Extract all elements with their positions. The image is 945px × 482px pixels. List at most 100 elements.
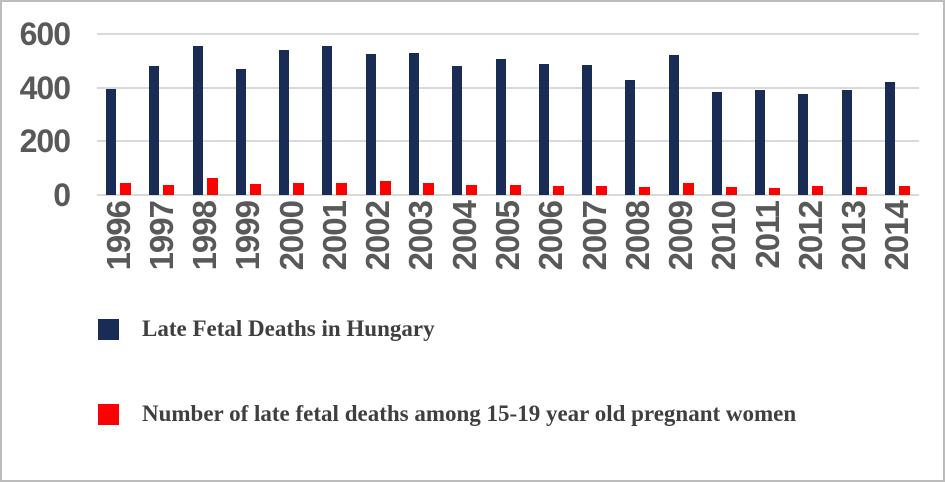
plot-area: [97, 33, 919, 196]
legend-label-late-fetal-deaths: Late Fetal Deaths in Hungary: [142, 316, 435, 341]
bar-teen-1998: [206, 178, 218, 195]
x-axis-label-2001: 2001: [315, 201, 353, 271]
bar-group-2000: [270, 34, 313, 195]
y-axis-tick-0: 0: [53, 177, 71, 213]
bar-teen-2009: [682, 182, 694, 195]
bar-group-2007: [573, 34, 616, 195]
x-axis-label-2009: 2009: [662, 201, 700, 271]
bar-group-2006: [530, 34, 573, 195]
x-label-cell-2006: 2006: [530, 199, 573, 297]
x-label-cell-1997: 1997: [140, 199, 183, 297]
bar-total-2008: [625, 79, 636, 195]
bar-teen-1999: [249, 184, 261, 195]
bar-group-2002: [357, 34, 400, 195]
x-label-cell-2009: 2009: [659, 199, 702, 297]
x-label-cell-2001: 2001: [313, 199, 356, 297]
gridline-200: [97, 140, 919, 143]
bar-total-1998: [192, 45, 203, 195]
bar-teen-2005: [509, 185, 521, 195]
x-axis-label-1999: 1999: [229, 201, 267, 271]
gridline-400: [97, 86, 919, 89]
x-axis-label-2014: 2014: [878, 201, 916, 271]
bar-group-2009: [659, 34, 702, 195]
x-axis-label-2007: 2007: [575, 201, 613, 271]
x-label-cell-2000: 2000: [270, 199, 313, 297]
x-axis-label-2000: 2000: [272, 201, 310, 271]
bar-total-2014: [884, 82, 895, 195]
bar-group-1998: [184, 34, 227, 195]
bar-group-2001: [313, 34, 356, 195]
bar-group-1996: [97, 34, 140, 195]
bar-total-2000: [279, 50, 290, 195]
x-axis-label-1996: 1996: [99, 201, 137, 271]
bar-group-2003: [400, 34, 443, 195]
bar-teen-2012: [812, 185, 824, 195]
bar-teen-2014: [898, 185, 910, 195]
x-axis-label-2003: 2003: [402, 201, 440, 271]
bar-total-2011: [755, 89, 766, 195]
bar-total-2002: [365, 54, 376, 195]
bar-total-2013: [841, 90, 852, 195]
x-axis-labels: 1996 1997 1998 1999 2000 2001 2002 2003 2004 2005…: [97, 199, 919, 297]
bar-teen-2007: [596, 185, 608, 195]
bar-teen-2004: [466, 184, 478, 195]
x-label-cell-1998: 1998: [184, 199, 227, 297]
x-label-cell-2002: 2002: [357, 199, 400, 297]
x-axis-label-2004: 2004: [445, 201, 483, 271]
bar-teen-2008: [639, 186, 651, 195]
bar-group-2011: [746, 34, 789, 195]
x-label-cell-1996: 1996: [97, 199, 140, 297]
bar-group-1999: [227, 34, 270, 195]
bar-group-2013: [833, 34, 876, 195]
x-label-cell-2008: 2008: [616, 199, 659, 297]
x-axis-label-2011: 2011: [748, 201, 786, 269]
legend-label-teen-fetal-deaths: Number of late fetal deaths among 15-19 …: [142, 401, 797, 426]
y-axis-tick-600: 600: [19, 16, 71, 52]
x-axis-label-2013: 2013: [835, 201, 873, 271]
x-axis-label-2005: 2005: [489, 201, 527, 271]
gridline-0: [97, 194, 919, 196]
gridline-600: [97, 33, 919, 35]
bar-total-1999: [235, 68, 246, 195]
y-axis-tick-400: 400: [19, 70, 71, 106]
x-label-cell-2014: 2014: [876, 199, 919, 297]
legend-item-teen-fetal-deaths: Number of late fetal deaths among 15-19 …: [98, 401, 796, 427]
x-label-cell-1999: 1999: [227, 199, 270, 297]
x-label-cell-2004: 2004: [443, 199, 486, 297]
bar-teen-2006: [552, 185, 564, 195]
x-label-cell-2007: 2007: [573, 199, 616, 297]
bar-total-2010: [711, 92, 722, 195]
x-axis-label-2006: 2006: [532, 201, 570, 271]
y-axis-tick-200: 200: [19, 123, 71, 159]
bar-group-2004: [443, 34, 486, 195]
bar-teen-2011: [769, 188, 781, 195]
x-label-cell-2005: 2005: [486, 199, 529, 297]
bars-layer: [97, 34, 919, 195]
bar-teen-1996: [120, 182, 132, 195]
bar-teen-2001: [336, 182, 348, 195]
x-axis-label-1997: 1997: [142, 201, 180, 271]
bar-group-1997: [140, 34, 183, 195]
x-axis-label-2008: 2008: [618, 201, 656, 271]
bar-total-1996: [106, 88, 117, 195]
bar-teen-2000: [293, 182, 305, 195]
bar-group-2014: [876, 34, 919, 195]
bar-teen-2010: [725, 187, 737, 195]
legend-swatch-red-square: [98, 403, 119, 425]
x-axis-label-1998: 1998: [186, 201, 224, 271]
bar-total-2012: [798, 94, 809, 195]
x-label-cell-2012: 2012: [789, 199, 832, 297]
bar-total-2006: [538, 63, 549, 195]
bar-teen-1997: [163, 184, 175, 195]
bar-teen-2003: [422, 183, 434, 195]
x-axis-label-2010: 2010: [705, 201, 743, 271]
x-label-cell-2013: 2013: [833, 199, 876, 297]
bar-total-2001: [322, 46, 333, 195]
bar-total-2003: [408, 52, 419, 195]
legend-item-late-fetal-deaths: Late Fetal Deaths in Hungary: [98, 316, 435, 342]
bar-group-2008: [616, 34, 659, 195]
bar-group-2005: [486, 34, 529, 195]
bar-total-2007: [582, 64, 593, 195]
bar-total-2005: [495, 59, 506, 195]
